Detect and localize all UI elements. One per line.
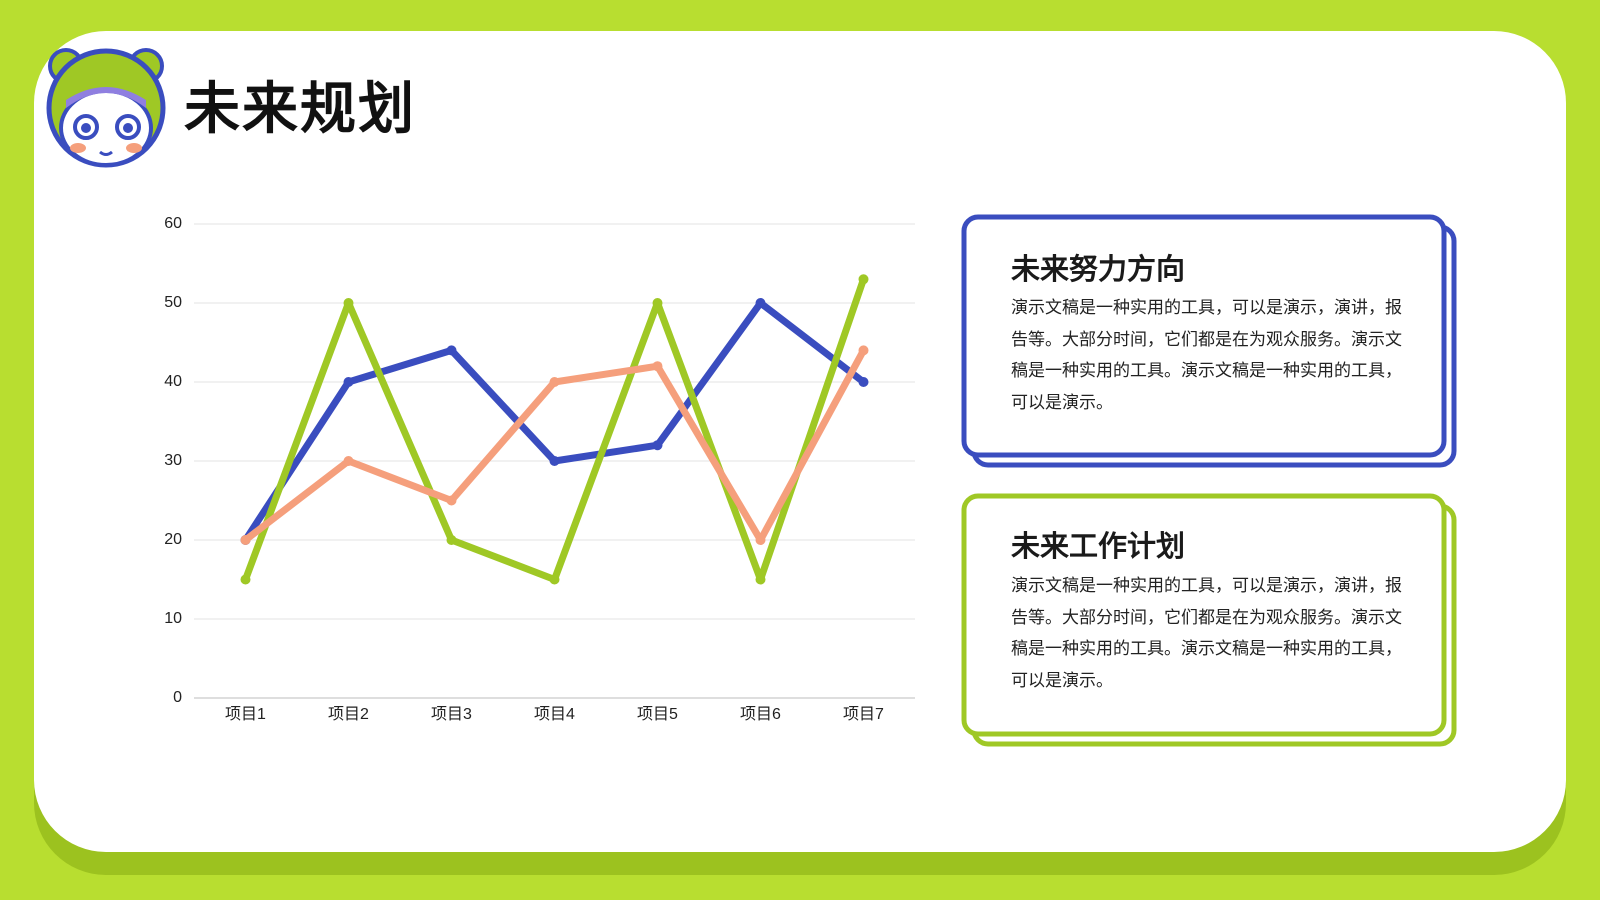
card-body: 演示文稿是一种实用的工具，可以是演示，演讲，报告等。大部分时间，它们都是在为观众…: [1011, 298, 1402, 413]
card-title: 未来工作计划: [1011, 531, 1186, 563]
data-point: [240, 535, 251, 545]
x-tick-label: 项目7: [843, 706, 884, 723]
y-tick-label: 60: [164, 215, 182, 232]
y-tick-label: 40: [164, 373, 182, 390]
y-tick-label: 10: [164, 610, 182, 627]
x-tick-label: 项目2: [328, 706, 369, 723]
data-point: [755, 298, 766, 308]
data-point: [858, 274, 869, 285]
y-tick-label: 50: [164, 294, 182, 311]
y-tick-label: 0: [173, 689, 182, 706]
x-tick-label: 项目1: [225, 706, 266, 723]
data-point: [549, 377, 560, 387]
card: [961, 214, 1447, 458]
card: [961, 493, 1447, 737]
data-point: [652, 361, 663, 372]
data-point: [652, 440, 663, 451]
slide-title: 未来规划: [184, 77, 416, 140]
data-point: [446, 535, 457, 545]
data-point: [446, 495, 457, 506]
card-body: 演示文稿是一种实用的工具，可以是演示，演讲，报告等。大部分时间，它们都是在为观众…: [1011, 576, 1402, 691]
x-tick-label: 项目6: [740, 706, 781, 723]
chart: 0 10 20 30 40 50 60 项目1 项目2 项目3 项目4 项目5 项目6 项目7: [164, 215, 915, 723]
mascot-icon: [46, 48, 166, 168]
x-tick-label: 项目4: [534, 706, 575, 723]
data-point: [755, 574, 766, 585]
data-point: [446, 345, 457, 356]
data-point: [343, 456, 354, 466]
card-title: 未来努力方向: [1011, 254, 1186, 286]
data-point: [652, 298, 663, 308]
x-tick-label: 项目5: [637, 706, 678, 723]
data-point: [549, 574, 560, 585]
data-point: [858, 377, 869, 387]
data-point: [755, 535, 766, 545]
data-point: [858, 345, 869, 356]
data-point: [549, 456, 560, 466]
data-point: [343, 298, 354, 308]
x-tick-label: 项目3: [431, 706, 472, 723]
data-point: [240, 574, 251, 585]
y-tick-label: 30: [164, 452, 182, 469]
y-tick-label: 20: [164, 531, 182, 548]
data-point: [343, 377, 354, 387]
